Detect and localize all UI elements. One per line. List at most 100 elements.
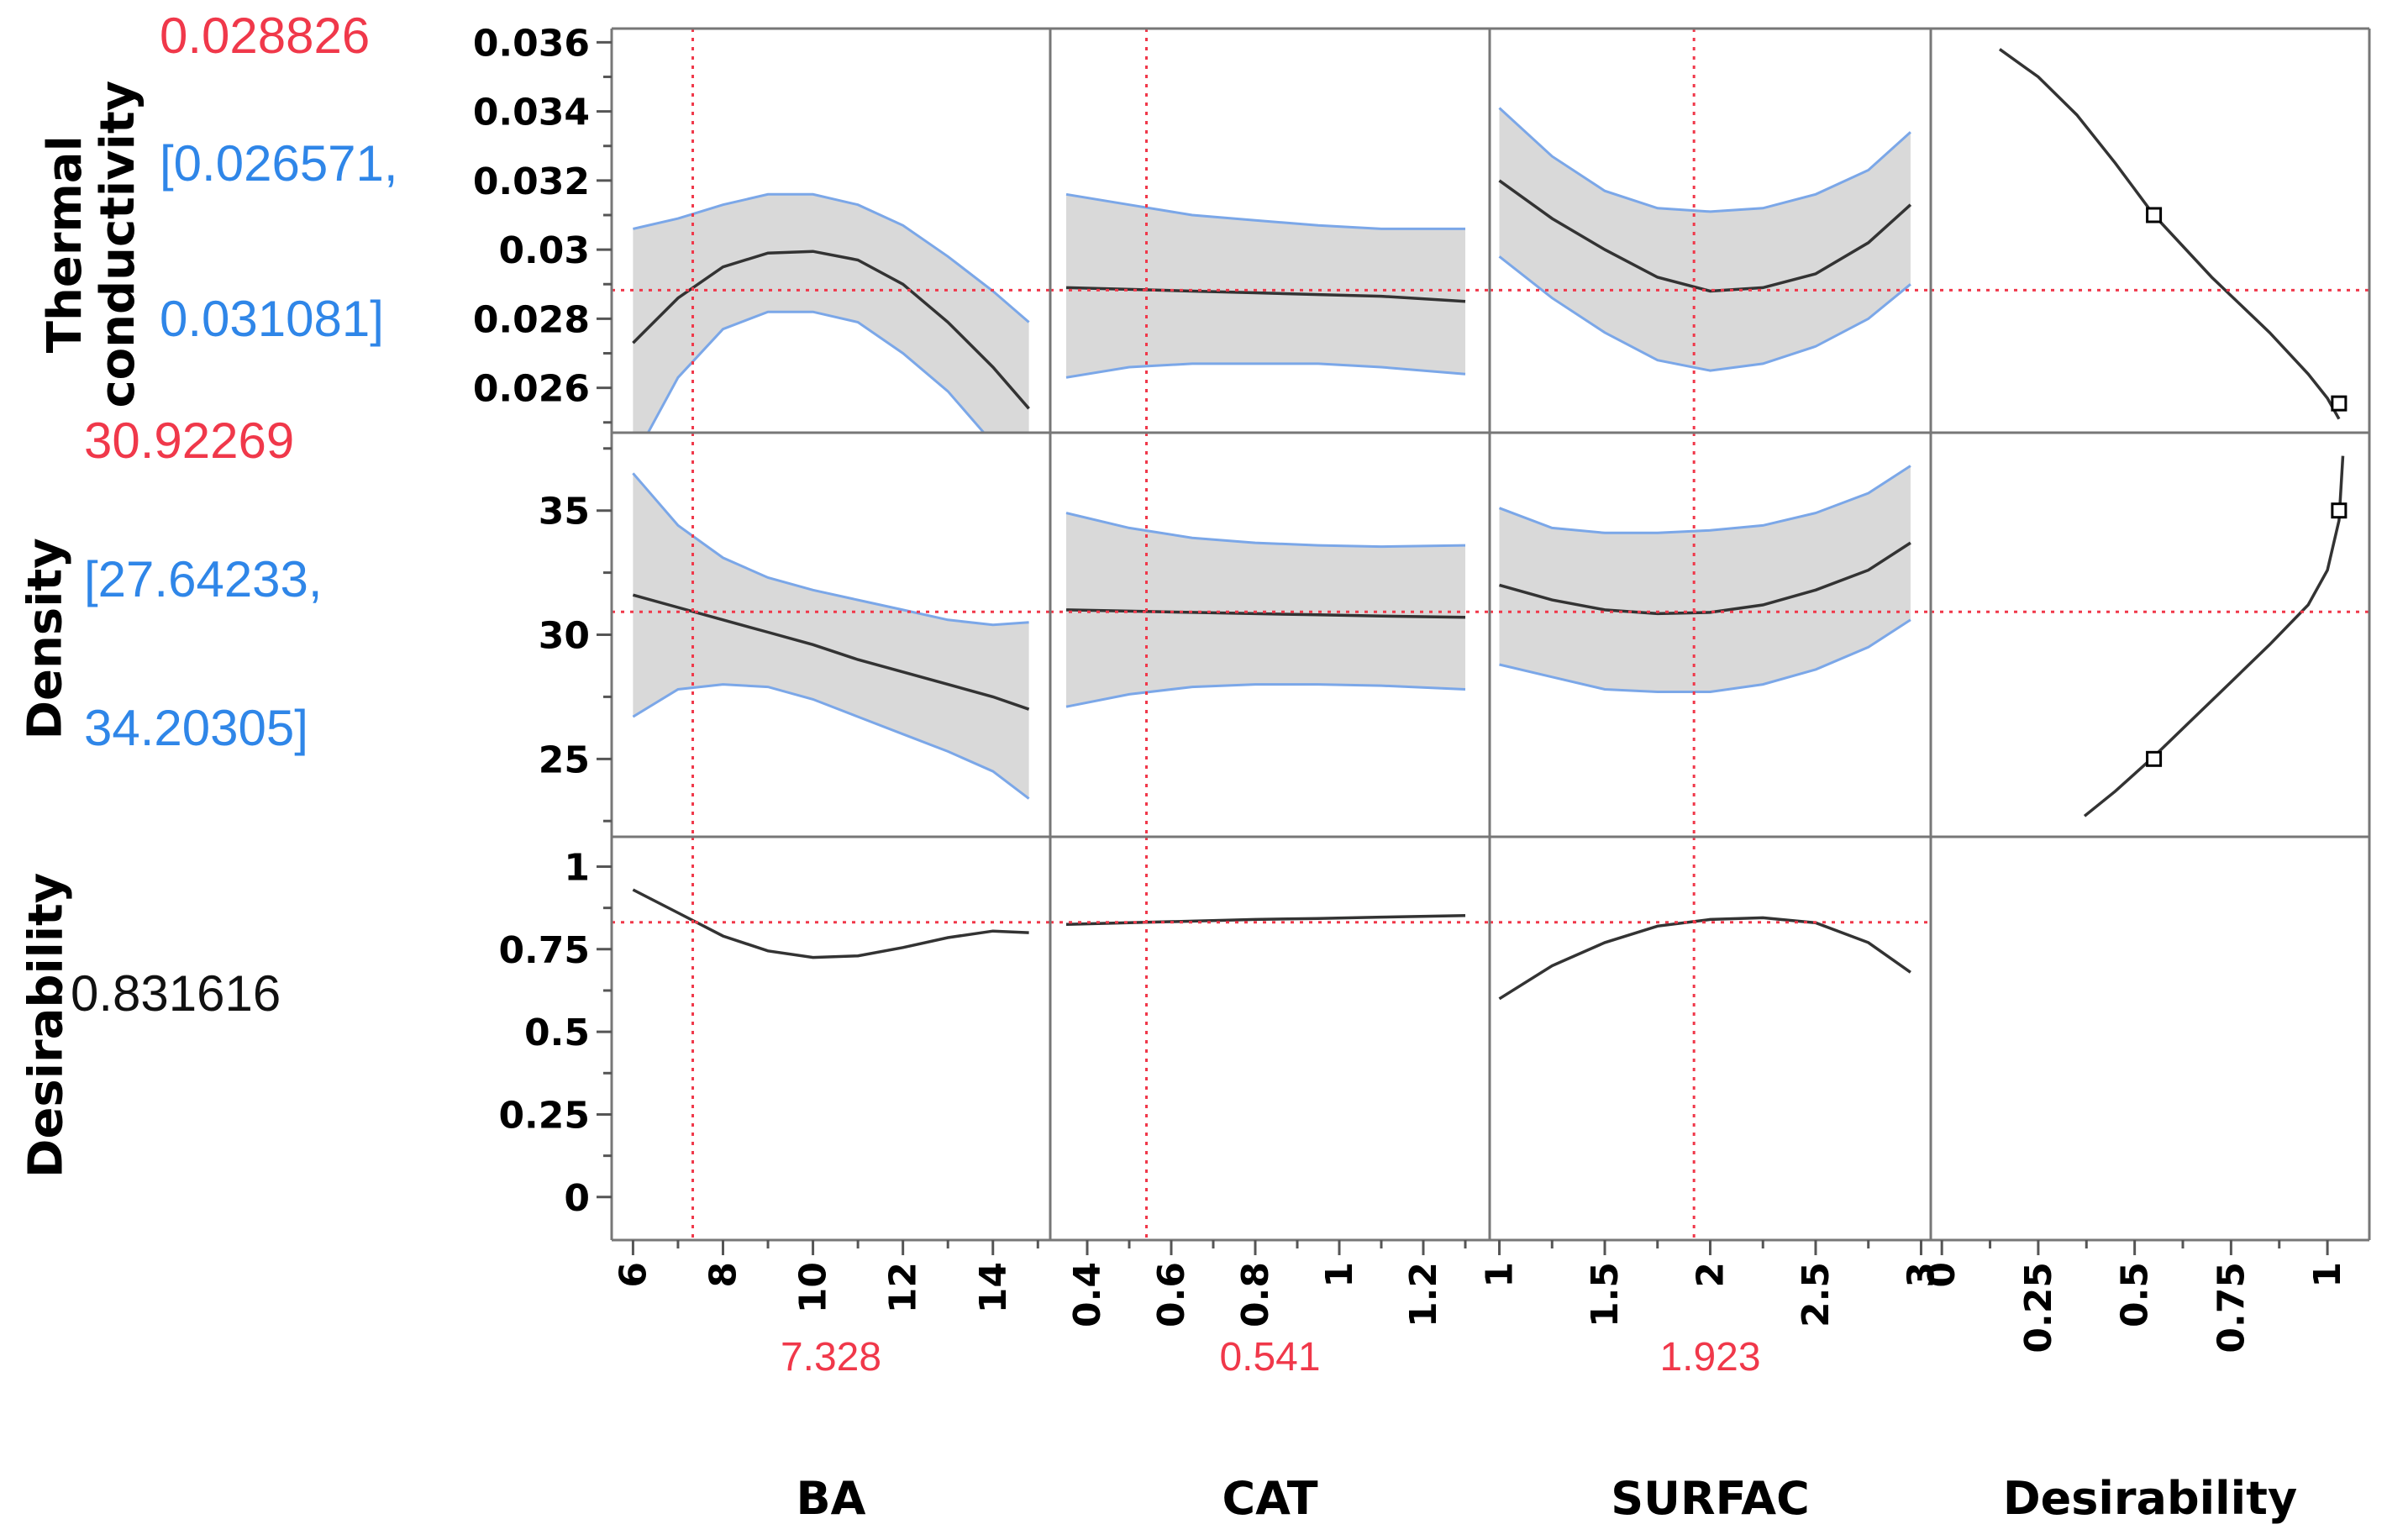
x-tick-label: 1 (2306, 1262, 2349, 1288)
ci-lower-line (1498, 255, 1911, 372)
y-tick-label: 35 (539, 491, 590, 533)
cell-thermal-desirability (1931, 48, 2369, 420)
row-title-line: Desirability (18, 872, 73, 1178)
ci-lower-line (1065, 683, 1466, 708)
desirability-marker (2146, 207, 2163, 223)
ci-band (633, 194, 1029, 433)
prediction-curve (632, 888, 1029, 959)
y-tick-label: 0.026 (473, 368, 590, 411)
ci-upper-line (1065, 192, 1465, 230)
y-tick-label: 25 (539, 738, 590, 781)
x-tick-label: 3 (1900, 1262, 1943, 1288)
ci-band (1066, 194, 1465, 378)
x-tick-label: 0.75 (2210, 1262, 2253, 1353)
y-tick-label: 0.028 (473, 298, 590, 341)
x-tick-label: 12 (882, 1262, 925, 1313)
x-tick-label: 0.6 (1150, 1262, 1193, 1327)
ci-lower-line (1065, 362, 1466, 379)
prediction-curve (1998, 48, 2341, 420)
current-factor-value: 7.328 (780, 1335, 882, 1380)
x-axis-title: CAT (1222, 1472, 1318, 1525)
y-tick-label: 0.034 (473, 92, 590, 134)
y-tick-label: 0.03 (498, 229, 590, 272)
prediction-curve (632, 250, 1030, 410)
x-tick-label: 8 (702, 1262, 745, 1288)
desirability-marker (2331, 395, 2348, 412)
cell-density-surfac (1490, 433, 1931, 837)
cell-density-ba (612, 433, 1050, 837)
x-tick-label: 0.5 (2114, 1262, 2157, 1327)
row-title-line: Thermal (38, 134, 93, 353)
prediction-curve (632, 593, 1030, 711)
cell-thermal-ba (612, 29, 1050, 433)
ci-upper-line (1065, 512, 1466, 549)
desirability-marker (2331, 502, 2348, 519)
predicted-value: 0.831616 (71, 965, 281, 1022)
ci-upper-line (632, 472, 1029, 627)
x-tick-label: 0.25 (2017, 1262, 2060, 1353)
confidence-interval: [0.026571, (160, 135, 398, 192)
ci-upper-line (1498, 107, 1911, 213)
cell-density-desirability (1931, 455, 2369, 817)
ci-upper-line (633, 192, 1030, 323)
ci-band (1066, 512, 1465, 707)
y-tick-label: 30 (539, 615, 590, 658)
row-title-density: Density (18, 537, 73, 739)
x-tick-label: 1.5 (1584, 1262, 1627, 1327)
ci-lower-line (1499, 618, 1911, 693)
predicted-value: 30.92269 (84, 413, 295, 469)
confidence-interval: [27.64233, (84, 551, 323, 607)
cell-density-cat (1050, 433, 1490, 837)
current-factor-value: 0.541 (1219, 1335, 1321, 1380)
y-tick-label: 0.036 (473, 22, 590, 65)
x-tick-label: 10 (792, 1262, 835, 1313)
prediction-curve (2083, 455, 2345, 817)
row-title-line: Density (18, 537, 73, 739)
x-tick-label: 0.8 (1234, 1262, 1277, 1327)
x-axis-title: Desirability (2002, 1472, 2298, 1525)
y-tick-label: 0 (564, 1177, 590, 1220)
y-tick-label: 0.25 (498, 1094, 590, 1137)
cell-thermal-cat (1050, 29, 1490, 433)
ci-band (633, 473, 1029, 799)
confidence-interval: 34.20305] (84, 700, 308, 756)
desirability-marker (2146, 750, 2163, 767)
x-tick-label: 2 (1690, 1262, 1732, 1288)
y-tick-label: 0.75 (498, 929, 590, 972)
ci-band (1499, 108, 1911, 371)
x-tick-label: 1 (1479, 1262, 1522, 1288)
prediction-curve (1498, 179, 1912, 293)
x-tick-label: 2.5 (1795, 1262, 1838, 1327)
cell-desirability-surfac (1490, 837, 1931, 1240)
x-tick-label: 0 (1921, 1262, 1964, 1288)
x-axis-title: SURFAC (1611, 1472, 1810, 1525)
x-axis-title: BA (796, 1472, 866, 1525)
cell-desirability-cat (1050, 837, 1490, 1240)
prediction-curve (1065, 608, 1466, 619)
row-title-desirability: Desirability (18, 872, 73, 1178)
prediction-curve (1065, 286, 1466, 303)
cell-desirability-ba (612, 837, 1050, 1240)
y-tick-label: 0.032 (473, 160, 590, 203)
ci-lower-line (646, 310, 986, 433)
predicted-value: 0.028826 (160, 8, 371, 64)
row-title-line: conductivity (90, 80, 145, 408)
prediction-curve (1065, 913, 1466, 927)
y-tick-label: 0.5 (524, 1012, 590, 1054)
x-tick-label: 1 (1318, 1262, 1361, 1288)
ci-lower-line (632, 683, 1030, 800)
ci-band (1499, 465, 1911, 692)
y-tick-label: 1 (564, 846, 590, 889)
prediction-curve (1499, 541, 1911, 616)
confidence-interval: 0.031081] (160, 291, 384, 347)
cell-thermal-surfac (1490, 29, 1931, 433)
prediction-curve (1498, 916, 1911, 1001)
ci-upper-line (1498, 465, 1911, 534)
row-title-thermal: Thermal conductivity (38, 80, 145, 408)
x-tick-label: 6 (612, 1262, 655, 1288)
x-tick-label: 0.4 (1066, 1262, 1109, 1327)
current-factor-value: 1.923 (1659, 1335, 1761, 1380)
x-tick-label: 1.2 (1402, 1262, 1445, 1327)
x-tick-label: 14 (972, 1262, 1015, 1313)
